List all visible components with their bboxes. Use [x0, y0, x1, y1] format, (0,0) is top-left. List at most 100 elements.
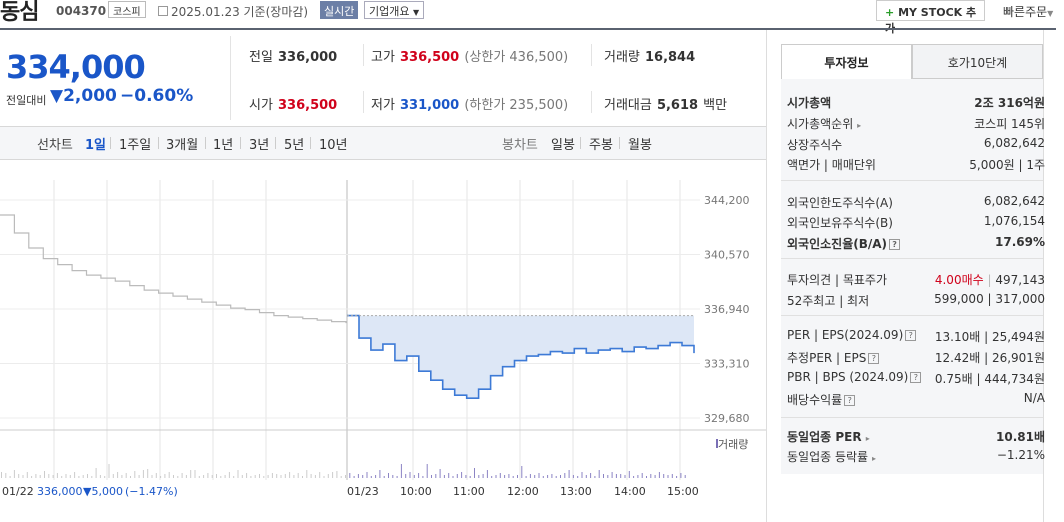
volume-bar: [577, 476, 579, 478]
volume-bar: [112, 474, 114, 478]
industry-change-label[interactable]: 동일업종 등락률 ▸: [787, 450, 876, 464]
volume-bar: [18, 474, 20, 478]
divider: [580, 137, 581, 149]
volume-bar: [396, 476, 398, 478]
per-eps-label: PER | EPS(2024.09)?: [787, 328, 917, 342]
period-3y[interactable]: 3년: [249, 138, 270, 153]
period-toolbar: [0, 126, 766, 160]
candle-daily[interactable]: 일봉: [551, 138, 575, 153]
y-tick-label: 336,940: [704, 303, 750, 316]
volume-bar: [585, 475, 587, 478]
market-cap-label: 시가총액: [787, 96, 832, 110]
volume-bar: [246, 473, 248, 478]
open-price: 시가 336,500: [249, 98, 338, 113]
volume-bar: [142, 470, 144, 478]
volume-bar: [658, 472, 660, 478]
period-1d[interactable]: 1일: [85, 138, 107, 153]
volume-bar: [61, 476, 63, 478]
industry-per-label[interactable]: 동일업종 PER ▸: [787, 430, 870, 444]
prev-day-price: 336,000: [37, 485, 83, 498]
period-10y[interactable]: 10년: [319, 138, 348, 153]
volume-bar: [388, 473, 389, 478]
foreign-limit-label: 외국인한도주식수(A): [787, 196, 893, 210]
market-cap-rank-label[interactable]: 시가총액순위 ▸: [787, 117, 862, 131]
volume-bar: [366, 472, 368, 478]
market-cap-rank-value: 코스피 145위: [974, 117, 1045, 131]
volume-bar: [69, 475, 71, 478]
volume-bar: [306, 470, 308, 478]
volume-bar: [44, 471, 45, 478]
volume-bar: [173, 475, 174, 478]
volume-bar: [125, 473, 127, 478]
volume-bar: [641, 473, 643, 478]
foreign-held-value: 1,076,154: [983, 214, 1045, 228]
volume-bar: [310, 474, 312, 478]
volume-bar: [405, 474, 407, 478]
volume-bar: [108, 464, 110, 478]
volume-bar: [39, 475, 41, 478]
realtime-badge[interactable]: 실시간: [320, 1, 359, 19]
volume-bar: [431, 475, 432, 478]
help-icon[interactable]: ?: [844, 395, 856, 406]
volume-bar: [400, 464, 402, 478]
dividend-value: N/A: [1023, 391, 1045, 405]
volume-bar: [340, 476, 342, 478]
volume-bar: [628, 471, 630, 478]
volume-bar: [327, 474, 329, 478]
volume-bar: [284, 474, 286, 478]
candle-weekly[interactable]: 주봉: [589, 138, 613, 153]
y-tick-label: 340,570: [704, 249, 750, 262]
help-icon[interactable]: ?: [905, 330, 917, 341]
period-1y[interactable]: 1년: [213, 138, 234, 153]
volume-bar: [478, 475, 480, 478]
period-3m[interactable]: 3개월: [166, 138, 199, 153]
x-tick-label: 12:00: [507, 485, 539, 498]
est-per-eps-label: 추정PER | EPS?: [787, 349, 880, 366]
divider: [591, 44, 592, 66]
volume-bar: [259, 474, 260, 478]
tab-order-book[interactable]: 호가10단계: [912, 44, 1043, 79]
volume-bar: [65, 474, 67, 478]
help-icon[interactable]: ?: [889, 239, 901, 250]
volume-bar: [680, 473, 682, 478]
volume-bar: [271, 473, 273, 478]
volume-bar: [413, 475, 415, 478]
volume-bar: [181, 473, 183, 478]
prev-day-date: 01/22: [2, 485, 34, 498]
volume-bar: [581, 472, 583, 478]
period-5y[interactable]: 5년: [284, 138, 305, 153]
divider: [781, 315, 1043, 316]
volume-bar: [332, 472, 334, 478]
help-icon[interactable]: ?: [910, 372, 922, 383]
est-per-eps-value: 12.42배 | 26,901원: [934, 351, 1045, 365]
volume-bar: [160, 476, 162, 478]
quick-order-button[interactable]: 빠른주문▼: [1003, 5, 1054, 19]
divider: [275, 137, 276, 149]
volume-bar: [168, 472, 170, 478]
volume-bar: [250, 476, 252, 478]
industry-per-value: 10.81배: [996, 430, 1045, 444]
period-1w[interactable]: 1주일: [119, 138, 152, 153]
volume-bar: [426, 464, 428, 478]
volume-bar: [1, 472, 2, 478]
volume-bar: [422, 476, 424, 478]
volume-label: 거래량: [718, 438, 748, 451]
volume-bar: [650, 474, 652, 478]
volume-bar: [542, 476, 544, 478]
volume-bar: [5, 473, 7, 478]
help-icon[interactable]: ?: [868, 353, 880, 364]
volume-bar: [491, 476, 493, 478]
prev-day-pct: (−1.47%): [125, 485, 178, 498]
my-stock-add-button[interactable]: + MY STOCK 추가: [876, 0, 985, 35]
base-date: 2025.01.23 기준(장마감): [158, 3, 308, 20]
divider: [781, 417, 1043, 418]
corp-info-button[interactable]: 기업개요 ▼: [364, 1, 425, 19]
tab-invest-info[interactable]: 투자정보: [781, 44, 912, 79]
today-series: [347, 314, 695, 399]
volume-bar: [534, 475, 536, 478]
industry-change-value: −1.21%: [996, 448, 1045, 462]
volume-bar: [508, 474, 510, 478]
volume-bar: [48, 474, 50, 478]
candle-monthly[interactable]: 월봉: [628, 138, 652, 153]
